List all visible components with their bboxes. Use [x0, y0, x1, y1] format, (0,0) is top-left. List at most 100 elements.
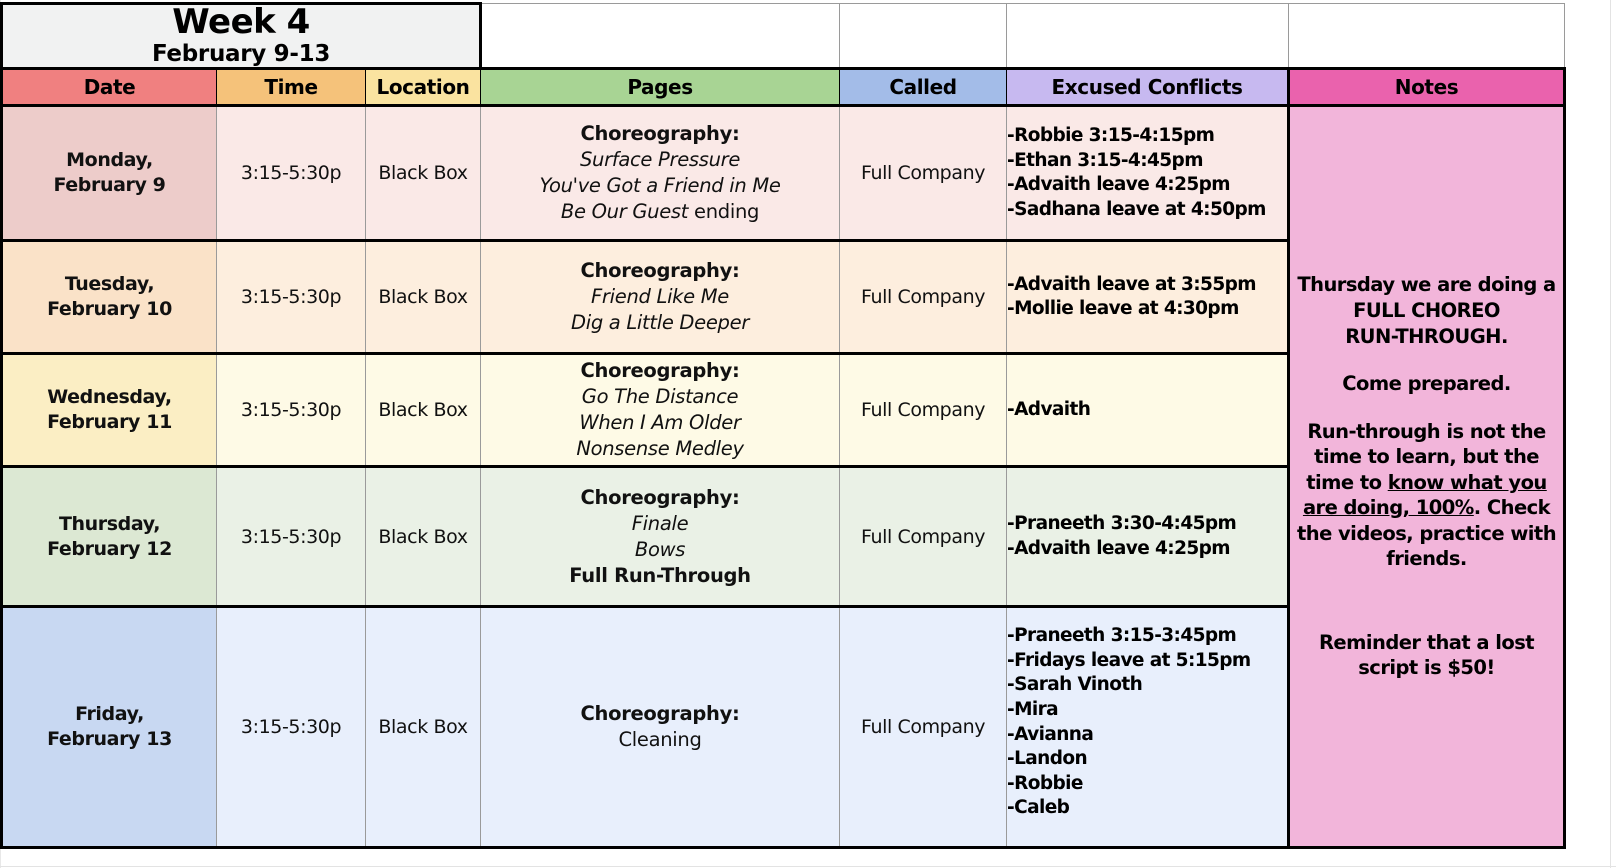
header-pages: Pages — [480, 67, 841, 108]
conflict-item: -Robbie — [1007, 772, 1083, 794]
notes-paragraph: Run-through is not the time to learn, bu… — [1297, 419, 1557, 571]
week-title-cell: Week 4 February 9-13 — [0, 1, 483, 71]
date-line-2: February 11 — [47, 411, 172, 434]
cell-date[interactable]: Wednesday, February 11 — [0, 353, 217, 469]
cell-location[interactable]: Black Box — [364, 353, 482, 469]
empty-cell[interactable] — [839, 2, 1008, 70]
conflict-item: -Ethan 3:15-4:45pm — [1007, 149, 1203, 171]
header-time: Time — [216, 67, 366, 108]
pages-item: Go The Distance — [581, 385, 739, 409]
cell-called[interactable]: Full Company — [839, 105, 1008, 243]
pages-item: Surface Pressure — [579, 148, 741, 172]
cell-called[interactable]: Full Company — [839, 466, 1008, 609]
cell-time[interactable]: 3:15-5:30p — [216, 105, 366, 243]
pages-item: Nonsense Medley — [576, 437, 744, 461]
pages-heading: Choreography: — [580, 122, 740, 146]
cell-location[interactable]: Black Box — [364, 240, 482, 356]
cell-time[interactable]: 3:15-5:30p — [216, 353, 366, 469]
cell-pages[interactable]: Choreography: Finale Bows Full Run-Throu… — [480, 466, 841, 609]
date-line-1: Tuesday, — [64, 273, 155, 296]
empty-cell[interactable] — [1288, 2, 1566, 70]
pages-heading: Choreography: — [580, 259, 740, 283]
table-row: Monday, February 9 3:15-5:30p Black Box … — [0, 104, 1567, 850]
cell-date[interactable]: Monday, February 9 — [0, 105, 217, 243]
conflict-item: -Robbie 3:15-4:15pm — [1007, 124, 1215, 146]
pages-heading: Choreography: — [580, 359, 740, 383]
pages-heading: Choreography: — [580, 702, 740, 726]
cell-date[interactable]: Tuesday, February 10 — [0, 240, 217, 356]
page-title: Week 4 — [172, 2, 310, 42]
empty-cell[interactable] — [1006, 2, 1290, 70]
sheet-gridline — [1610, 0, 1611, 868]
conflict-item: -Praneeth 3:15-3:45pm — [1007, 625, 1237, 647]
pages-item: Bows — [634, 537, 686, 561]
conflict-item: -Avianna — [1007, 723, 1094, 745]
conflict-item: -Praneeth 3:30-4:45pm — [1007, 513, 1237, 535]
cell-date[interactable]: Thursday, February 12 — [0, 466, 217, 609]
cell-notes[interactable]: Thursday we are doing a FULL CHOREO RUN-… — [1287, 104, 1567, 850]
header-excused-conflicts: Excused Conflicts — [1006, 67, 1290, 108]
cell-pages[interactable]: Choreography: Friend Like Me Dig a Littl… — [480, 240, 841, 356]
cell-pages[interactable]: Choreography: Go The Distance When I Am … — [480, 353, 841, 469]
pages-item: Friend Like Me — [591, 285, 729, 309]
cell-called[interactable]: Full Company — [839, 240, 1008, 356]
cell-excused-conflicts[interactable]: -Advaith — [1006, 353, 1290, 469]
notes-line: FULL CHOREO — [1353, 298, 1500, 322]
notes-line: Thursday we are doing a — [1297, 273, 1556, 297]
cell-excused-conflicts[interactable]: -Praneeth 3:15-3:45pm -Fridays leave at … — [1006, 606, 1290, 850]
cell-called[interactable]: Full Company — [839, 606, 1008, 850]
pages-item: Cleaning — [618, 728, 702, 752]
table-row: Tuesday, February 10 3:15-5:30p Black Bo… — [0, 240, 1565, 356]
date-line-2: February 13 — [47, 728, 172, 751]
empty-cell[interactable] — [480, 2, 841, 70]
conflict-item: -Caleb — [1007, 797, 1070, 819]
header-notes: Notes — [1287, 67, 1567, 108]
conflict-item: -Landon — [1007, 748, 1088, 770]
pages-item: Full Run-Through — [569, 563, 751, 587]
title-row: Week 4 February 9-13 — [0, 1, 1566, 71]
conflict-item: -Fridays leave at 5:15pm — [1007, 649, 1251, 671]
date-line-2: February 12 — [47, 537, 172, 560]
notes-underlined-phrase: know what you are doing, 100% — [1302, 470, 1547, 520]
cell-time[interactable]: 3:15-5:30p — [216, 606, 366, 850]
pages-item: When I Am Older — [579, 411, 741, 435]
cell-excused-conflicts[interactable]: -Robbie 3:15-4:15pm -Ethan 3:15-4:45pm -… — [1006, 105, 1290, 243]
conflict-item: -Mira — [1007, 698, 1059, 720]
cell-called[interactable]: Full Company — [839, 353, 1008, 469]
notes-spacer — [1290, 572, 1563, 630]
conflict-item: -Advaith leave 4:25pm — [1007, 537, 1231, 559]
conflict-item: -Advaith leave 4:25pm — [1007, 174, 1231, 196]
conflict-item: -Sadhana leave at 4:50pm — [1007, 198, 1266, 220]
cell-time[interactable]: 3:15-5:30p — [216, 466, 366, 609]
date-line-1: Thursday, — [58, 512, 161, 535]
cell-excused-conflicts[interactable]: -Advaith leave at 3:55pm -Mollie leave a… — [1006, 240, 1290, 356]
notes-spacer — [1290, 349, 1563, 371]
pages-item: You've Got a Friend in Me — [539, 174, 781, 198]
cell-location[interactable]: Black Box — [364, 105, 482, 243]
date-line-1: Monday, — [66, 149, 153, 172]
cell-pages[interactable]: Choreography: Cleaning — [480, 606, 841, 850]
cell-time[interactable]: 3:15-5:30p — [216, 240, 366, 356]
cell-location[interactable]: Black Box — [364, 466, 482, 609]
pages-heading: Choreography: — [580, 485, 740, 509]
table-row: Friday, February 13 3:15-5:30p Black Box… — [0, 606, 1565, 850]
pages-item: Finale — [631, 511, 689, 535]
date-line-2: February 9 — [53, 174, 166, 197]
notes-line: Reminder that a lost script is $50! — [1318, 630, 1535, 680]
date-line-1: Friday, — [75, 703, 144, 726]
page-subtitle: February 9-13 — [151, 40, 331, 67]
header-date: Date — [0, 67, 217, 108]
pages-item: Be Our Guest ending — [560, 200, 760, 224]
column-header-row: Date Time Location Pages Called Excused … — [0, 67, 1567, 108]
cell-date[interactable]: Friday, February 13 — [0, 606, 217, 850]
conflict-item: -Advaith leave at 3:55pm — [1007, 273, 1257, 295]
header-location: Location — [364, 67, 482, 108]
table-row: Wednesday, February 11 3:15-5:30p Black … — [0, 353, 1565, 469]
conflict-item: -Advaith — [1007, 398, 1091, 420]
date-line-1: Wednesday, — [47, 386, 172, 409]
cell-location[interactable]: Black Box — [364, 606, 482, 850]
conflict-item: -Mollie leave at 4:30pm — [1007, 298, 1239, 320]
cell-pages[interactable]: Choreography: Surface Pressure You've Go… — [480, 105, 841, 243]
cell-excused-conflicts[interactable]: -Praneeth 3:30-4:45pm -Advaith leave 4:2… — [1006, 466, 1290, 609]
